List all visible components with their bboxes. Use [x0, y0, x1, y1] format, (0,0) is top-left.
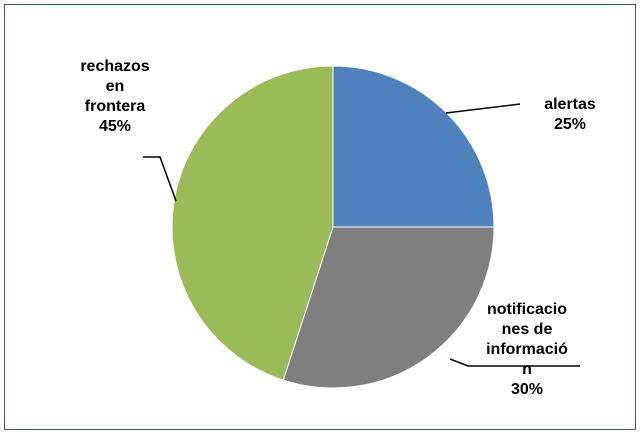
leader-line-rechazos [143, 156, 177, 202]
slice-label-alertas: alertas 25% [544, 96, 596, 133]
pie-slices [171, 65, 495, 389]
slice-rechazos [171, 65, 334, 381]
slice-notificaciones [282, 226, 495, 389]
leader-lines [143, 103, 580, 367]
slice-label-rechazos: rechazos en frontera 45% [80, 58, 150, 135]
slice-label-notificaciones: notificacio nes de informació n 30% [486, 301, 568, 398]
chart-border [4, 4, 636, 430]
slice-alertas [332, 65, 495, 228]
leader-line-alertas [445, 103, 521, 114]
leader-line-notificaciones [449, 358, 580, 367]
